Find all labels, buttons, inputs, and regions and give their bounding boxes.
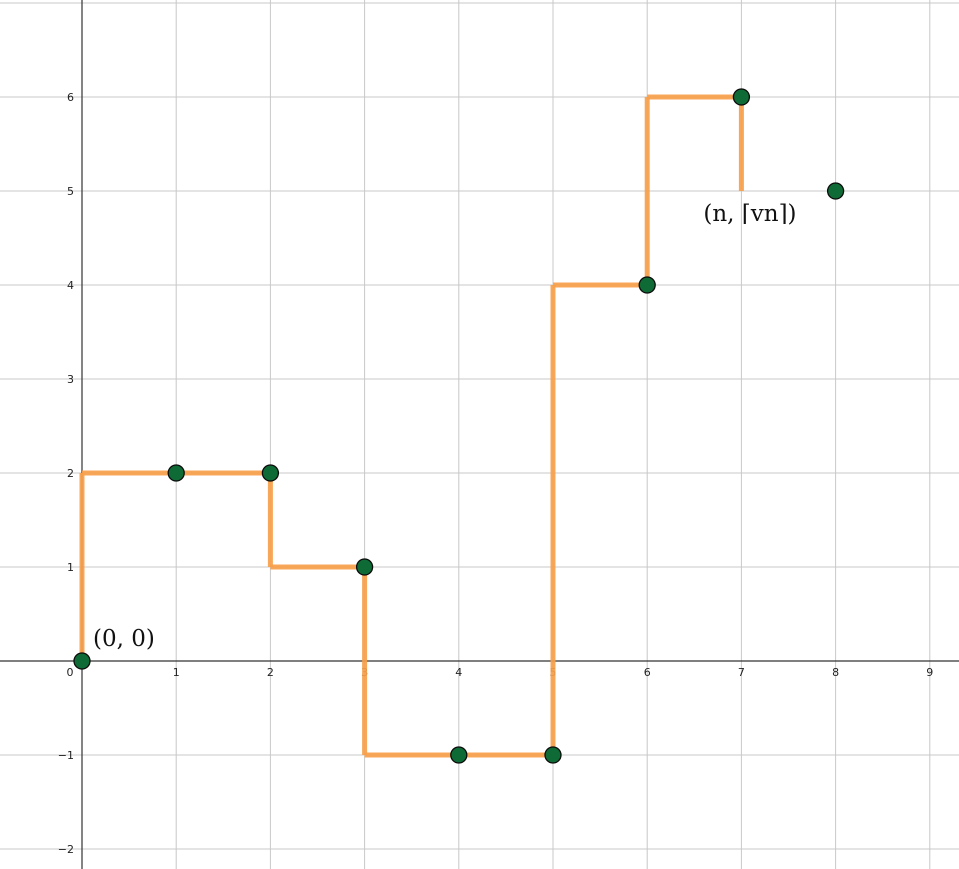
data-point xyxy=(450,746,468,764)
y-tick-label: −2 xyxy=(58,843,74,856)
x-tick-label: 0 xyxy=(67,666,74,679)
y-tick-label: 4 xyxy=(67,279,74,292)
annotation-origin: (0, 0) xyxy=(93,626,155,652)
x-tick-label: 8 xyxy=(832,666,839,679)
y-tick-label: 1 xyxy=(67,561,74,574)
x-tick-label: 4 xyxy=(455,666,462,679)
data-point xyxy=(826,182,845,200)
step-path xyxy=(79,94,744,758)
annotation-endpoint: (n, ⌈vn⌉) xyxy=(703,201,796,227)
data-points xyxy=(73,88,845,764)
y-tick-label: 5 xyxy=(67,185,74,198)
data-point xyxy=(638,276,656,294)
data-point xyxy=(167,464,185,482)
data-point xyxy=(73,652,91,670)
annotations: (0, 0) (n, ⌈vn⌉) xyxy=(93,201,797,652)
x-tick-label: 2 xyxy=(267,666,274,679)
data-point xyxy=(261,464,280,482)
y-tick-label: −1 xyxy=(58,749,74,762)
y-tick-label: 6 xyxy=(67,91,74,104)
data-point xyxy=(732,88,751,106)
y-tick-label: 3 xyxy=(67,373,74,386)
data-point xyxy=(544,746,562,764)
data-point xyxy=(355,558,374,576)
x-tick-label: 6 xyxy=(644,666,651,679)
x-tick-label: 9 xyxy=(926,666,933,679)
x-tick-label: 7 xyxy=(738,666,745,679)
y-tick-label: 2 xyxy=(67,467,74,480)
x-tick-label: 1 xyxy=(173,666,180,679)
